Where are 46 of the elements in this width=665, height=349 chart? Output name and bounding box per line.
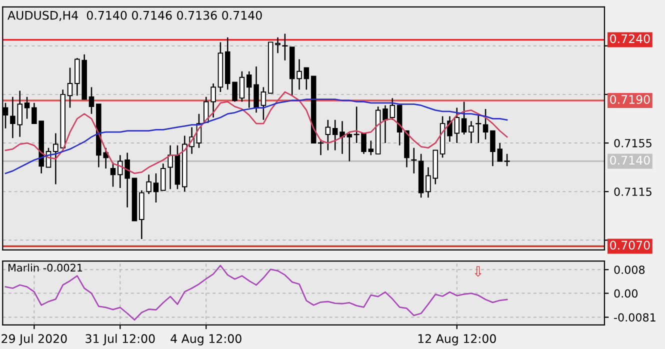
candlestick <box>411 147 417 174</box>
ref-line-label: 0.7190 <box>610 94 650 104</box>
candlestick <box>168 144 173 190</box>
candlestick <box>67 67 73 108</box>
y-tick-label: 0.00 <box>614 289 638 298</box>
y-tick-label: 0.7115 <box>614 188 652 196</box>
ref-line-label: 0.7140 <box>610 156 650 165</box>
line-series <box>4 264 508 321</box>
candlestick <box>447 116 452 142</box>
annotation: ⇩ <box>474 266 482 277</box>
candlestick <box>239 70 245 102</box>
candlestick <box>346 132 352 162</box>
y-tick-label: 0.7155 <box>614 138 652 148</box>
x-tick-label: 4 Aug 12:00 <box>170 334 242 346</box>
x-tick-label: 31 Jul 12:00 <box>86 334 155 346</box>
x-tick-label: 12 Aug 12:00 <box>418 334 496 346</box>
candlestick <box>426 166 431 198</box>
candlestick <box>24 96 30 120</box>
candlestick <box>468 120 474 144</box>
candlestick <box>282 33 288 62</box>
candlestick <box>461 101 467 136</box>
candlestick <box>325 119 331 151</box>
candlestick <box>476 113 482 144</box>
candlestick <box>153 172 159 204</box>
candlestick <box>454 107 460 144</box>
x-tick-label: 29 Jul 2020 <box>2 334 67 346</box>
candlestick <box>318 138 324 156</box>
chart-title: Marlin -0.0021 <box>8 264 82 272</box>
candlestick <box>296 58 302 90</box>
ref-line-label: 0.7070 <box>610 240 650 250</box>
candlestick <box>260 86 266 121</box>
y-tick-label: 0.008 <box>614 266 645 274</box>
candlestick <box>504 153 510 167</box>
ref-line-label: 0.7240 <box>610 34 650 44</box>
candlestick <box>482 108 488 140</box>
candlestick <box>390 97 396 121</box>
candlestick <box>88 86 94 114</box>
chart-title: AUDUSD,H4 0.7140 0.7146 0.7136 0.7140 <box>8 10 262 21</box>
candlestick <box>332 119 338 151</box>
candlestick <box>146 174 152 195</box>
candlestick <box>304 67 310 90</box>
candlestick <box>368 140 374 156</box>
candlestick <box>382 104 388 144</box>
y-tick-label: -0.0081 <box>614 313 656 322</box>
candlestick <box>110 162 116 188</box>
candlestick <box>160 163 166 191</box>
